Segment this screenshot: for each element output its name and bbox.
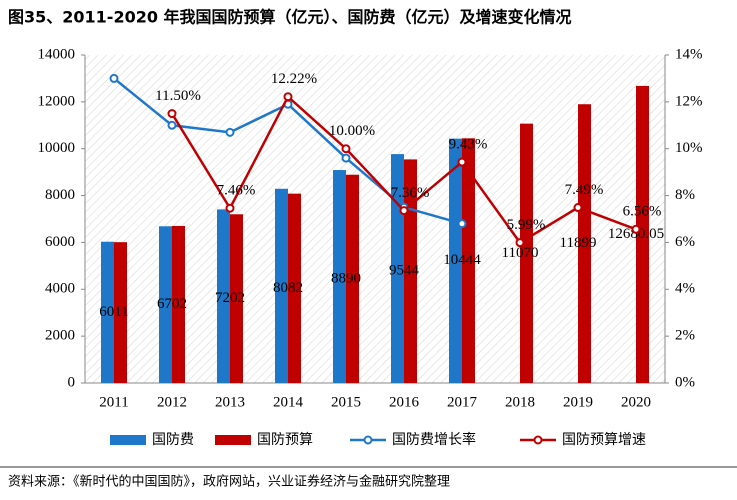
bar [462, 138, 475, 383]
line-marker [573, 203, 583, 213]
x-tick-label: 2011 [99, 394, 128, 410]
bar [172, 225, 185, 383]
x-tick-label: 2013 [215, 394, 245, 410]
line-value-label: 5.99% [507, 217, 546, 233]
line-value-label: 7.49% [565, 182, 604, 198]
line-marker [341, 144, 351, 154]
x-tick-label: 2016 [389, 394, 420, 410]
legend-marker [533, 435, 543, 445]
line-marker [283, 92, 293, 102]
line-value-label: 12.22% [271, 71, 317, 87]
line-value-label: 6.56% [623, 204, 662, 220]
legend-marker [363, 435, 373, 445]
line-value-label: 7.46% [217, 183, 256, 199]
legend-label: 国防费 [152, 432, 194, 448]
bar-value-label: 6702 [157, 296, 187, 312]
bar-value-label: 8890 [331, 270, 361, 286]
line-value-label: 7.36% [391, 185, 430, 201]
bar [520, 123, 533, 383]
y-tick-label: 6000 [45, 234, 75, 250]
bar [404, 159, 417, 383]
bar-value-label: 12680.05 [608, 226, 664, 242]
y-tick-label: 12000 [38, 93, 76, 109]
line-marker [399, 206, 409, 216]
x-tick-label: 2018 [505, 394, 535, 410]
y2-tick-label: 8% [675, 187, 695, 203]
bar [217, 209, 230, 383]
y2-tick-label: 12% [675, 93, 703, 109]
bar-value-label: 10444 [443, 252, 481, 268]
bar-value-label: 8082 [273, 280, 303, 296]
bar-value-label: 11899 [560, 235, 597, 251]
x-tick-label: 2014 [273, 394, 304, 410]
bar-value-label: 6011 [99, 304, 128, 320]
y2-tick-label: 0% [675, 374, 695, 390]
bar [346, 174, 359, 383]
x-tick-label: 2012 [157, 394, 187, 410]
bar [333, 170, 346, 383]
y2-tick-label: 6% [675, 234, 695, 250]
bar [275, 188, 288, 383]
bar [636, 85, 649, 383]
y-tick-label: 8000 [45, 187, 75, 203]
y2-tick-label: 14% [675, 46, 703, 62]
x-tick-label: 2019 [563, 394, 593, 410]
chart-title: 图35、2011-2020 年我国国防预算（亿元）、国防费（亿元）及增速变化情况 [8, 8, 572, 27]
x-tick-label: 2020 [621, 394, 651, 410]
legend-label: 国防预算 [257, 432, 313, 448]
y2-tick-label: 10% [675, 140, 703, 156]
y-tick-label: 2000 [45, 328, 75, 344]
y2-tick-label: 2% [675, 328, 695, 344]
legend-swatch [215, 435, 251, 445]
x-tick-label: 2015 [331, 394, 361, 410]
legend-label: 国防预算增速 [562, 432, 646, 448]
bar [230, 214, 243, 383]
bar [449, 138, 462, 383]
bar [578, 104, 591, 384]
y-tick-label: 10000 [38, 140, 76, 156]
line-value-label: 11.50% [155, 88, 201, 104]
source-note: 资料来源：《新时代的中国国防》，政府网站，兴业证券经济与金融研究院整理 [8, 474, 450, 490]
line-marker [225, 127, 235, 137]
y-tick-label: 14000 [38, 46, 76, 62]
line-marker [225, 203, 235, 213]
x-tick-label: 2017 [447, 394, 478, 410]
legend-label: 国防费增长率 [392, 431, 476, 448]
line-marker [109, 73, 119, 83]
y2-tick-label: 4% [675, 281, 695, 297]
bar-value-label: 9544 [389, 263, 420, 279]
line-marker [457, 157, 467, 167]
line-value-label: 9.43% [449, 137, 488, 153]
line-marker [341, 153, 351, 163]
y-tick-label: 0 [68, 374, 76, 390]
bar [288, 193, 301, 383]
line-marker [631, 224, 641, 234]
bar-value-label: 7202 [215, 290, 245, 306]
y-tick-label: 4000 [45, 281, 75, 297]
bar [114, 242, 127, 383]
legend-swatch [110, 435, 146, 445]
line-marker [167, 120, 177, 130]
bar [101, 241, 114, 383]
line-value-label: 10.00% [329, 123, 375, 139]
bar [159, 226, 172, 383]
bar-value-label: 11070 [502, 245, 539, 261]
line-marker [515, 238, 525, 248]
line-marker [457, 219, 467, 229]
line-marker [167, 109, 177, 119]
